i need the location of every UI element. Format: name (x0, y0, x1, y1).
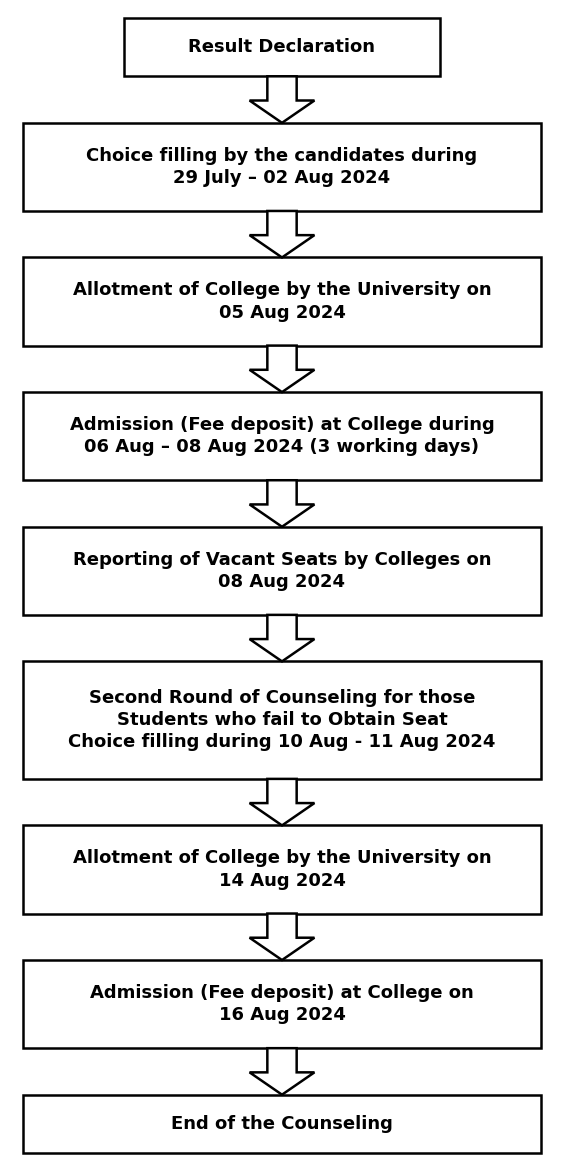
Bar (23, 1095, 541, 1153)
Text: Result Declaration: Result Declaration (188, 37, 376, 56)
Polygon shape (249, 615, 315, 662)
Polygon shape (249, 480, 315, 527)
Bar (124, 18, 440, 76)
Bar (23, 826, 541, 913)
Polygon shape (249, 913, 315, 960)
Bar (23, 123, 541, 211)
Bar (23, 527, 541, 615)
Bar (23, 258, 541, 345)
Polygon shape (249, 1048, 315, 1095)
Bar (23, 392, 541, 480)
Text: End of the Counseling: End of the Counseling (171, 1115, 393, 1134)
Polygon shape (249, 345, 315, 392)
Bar (23, 662, 541, 779)
Polygon shape (249, 76, 315, 123)
Polygon shape (249, 211, 315, 258)
Text: Admission (Fee deposit) at College on
16 Aug 2024: Admission (Fee deposit) at College on 16… (90, 984, 474, 1025)
Text: Allotment of College by the University on
14 Aug 2024: Allotment of College by the University o… (73, 849, 491, 890)
Text: Allotment of College by the University on
05 Aug 2024: Allotment of College by the University o… (73, 281, 491, 322)
Text: Admission (Fee deposit) at College during
06 Aug – 08 Aug 2024 (3 working days): Admission (Fee deposit) at College durin… (69, 416, 495, 457)
Bar (23, 960, 541, 1048)
Text: Second Round of Counseling for those
Students who fail to Obtain Seat
Choice fil: Second Round of Counseling for those Stu… (68, 689, 496, 752)
Text: Reporting of Vacant Seats by Colleges on
08 Aug 2024: Reporting of Vacant Seats by Colleges on… (73, 550, 491, 591)
Polygon shape (249, 779, 315, 826)
Text: Choice filling by the candidates during
29 July – 02 Aug 2024: Choice filling by the candidates during … (86, 146, 478, 187)
